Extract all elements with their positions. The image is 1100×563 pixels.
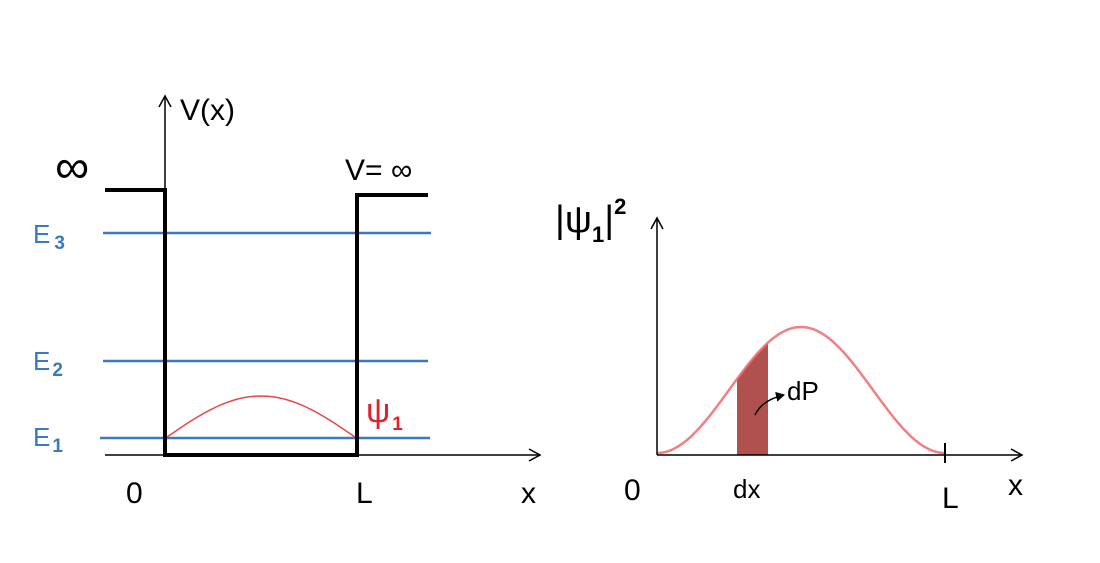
y-axis-label: V(x) bbox=[180, 94, 235, 127]
x-axis-label: x bbox=[1008, 469, 1023, 502]
y-axis-label: |ψ1|2 bbox=[555, 194, 626, 247]
width-label: dx bbox=[733, 474, 760, 504]
pointer-arrow bbox=[754, 391, 785, 416]
wavefunction-curve bbox=[166, 395, 356, 438]
right-panel: |ψ1|2 dP dx 0 L x bbox=[555, 194, 1024, 515]
probability-curve bbox=[656, 325, 946, 455]
probability-label: dP bbox=[787, 376, 819, 406]
origin-label: 0 bbox=[624, 474, 641, 507]
energy-levels bbox=[100, 231, 431, 440]
potential-well bbox=[105, 188, 428, 457]
edge-label: L bbox=[942, 482, 959, 515]
x-axis-label: x bbox=[521, 477, 536, 510]
infinity-label: V= ∞ bbox=[345, 154, 412, 187]
origin-label: 0 bbox=[126, 477, 143, 510]
infinity-label: ∞ bbox=[55, 141, 89, 194]
edge-label: L bbox=[356, 477, 373, 510]
